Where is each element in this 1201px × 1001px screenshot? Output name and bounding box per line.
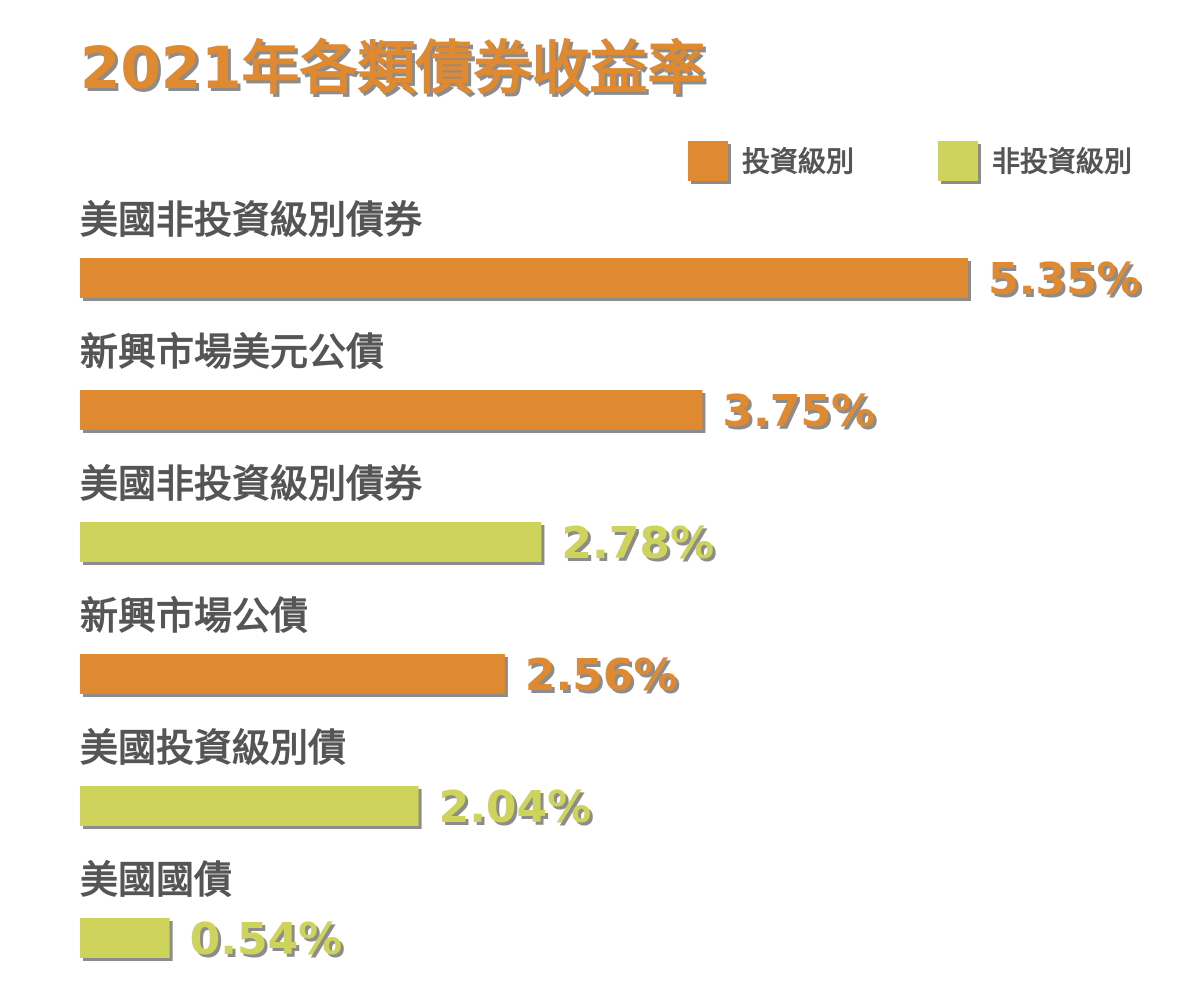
value-label-shadow: 2.56% [528, 653, 681, 704]
value-label: 5.35% [988, 254, 1141, 305]
bar [80, 918, 170, 958]
chart-title: 2021年各類債券收益率 [80, 34, 706, 102]
bar [80, 522, 542, 562]
bar [80, 654, 505, 694]
value-label-shadow: 5.35% [991, 257, 1144, 308]
category-label: 美國國債 [80, 858, 232, 902]
value-label-shadow: 2.78% [564, 521, 717, 572]
value-label-shadow: 3.75% [725, 389, 878, 440]
value-label: 2.78% [561, 518, 714, 569]
bar [80, 258, 968, 298]
category-label: 新興市場公債 [80, 594, 308, 638]
value-label-shadow: 0.54% [193, 917, 346, 968]
category-label: 美國非投資級別債券 [80, 198, 423, 242]
value-label-shadow: 2.04% [442, 785, 595, 836]
value-label: 2.04% [439, 782, 592, 833]
legend: 投資級別 非投資級別 [688, 138, 1158, 186]
value-label: 3.75% [722, 386, 875, 437]
bar [80, 390, 703, 430]
value-label: 2.56% [525, 650, 678, 701]
legend-label-non-investment: 非投資級別 [992, 145, 1133, 178]
category-label: 新興市場美元公債 [80, 330, 384, 374]
bar [80, 786, 419, 826]
value-label: 0.54% [190, 914, 343, 965]
legend-label-investment: 投資級別 [742, 145, 855, 178]
category-label: 美國非投資級別債券 [80, 462, 423, 506]
legend-swatch-non-investment [938, 141, 978, 181]
category-label: 美國投資級別債 [80, 726, 346, 770]
legend-swatch-investment [688, 141, 728, 181]
